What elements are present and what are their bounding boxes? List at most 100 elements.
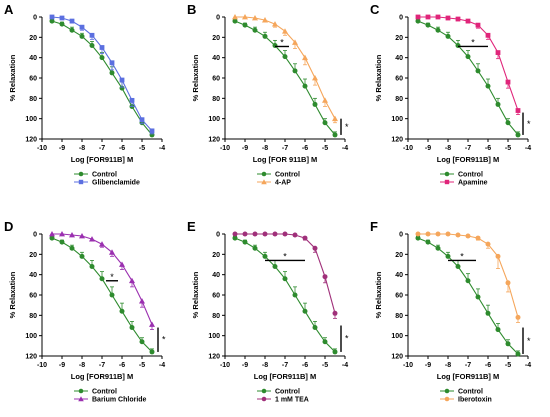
vertical-significance-star: * (527, 119, 531, 129)
y-axis-label: % Relaxation (191, 54, 200, 101)
data-point (415, 14, 421, 20)
data-point (292, 39, 298, 45)
y-tick-label: 120 (25, 137, 37, 144)
data-point (312, 245, 318, 251)
data-point (79, 253, 85, 259)
vertical-significance-star: * (527, 336, 531, 346)
data-point (505, 280, 511, 286)
x-tick-label: -5 (322, 145, 328, 152)
data-point (242, 14, 248, 20)
data-point (415, 235, 421, 241)
y-tick-label: 60 (29, 76, 37, 83)
data-point (242, 231, 248, 237)
data-point (79, 33, 85, 39)
x-axis-label: Log [FOR911B] M (71, 372, 134, 381)
data-point (119, 308, 125, 314)
data-point (425, 239, 431, 245)
x-tick-label: -5 (322, 362, 328, 369)
x-tick-label: -4 (342, 362, 348, 369)
data-point (69, 18, 75, 24)
data-point (282, 28, 288, 34)
data-point (435, 14, 441, 20)
x-tick-label: -7 (465, 362, 471, 369)
series-control (415, 235, 521, 357)
data-point (59, 239, 65, 245)
legend-entry: 1 mM TEA (257, 397, 309, 404)
panel-label: D (4, 219, 13, 234)
data-point (322, 120, 328, 126)
y-tick-label: 100 (391, 333, 403, 340)
y-tick-label: 60 (395, 293, 403, 300)
legend-label: Apamine (458, 180, 488, 187)
data-point (455, 264, 461, 270)
x-tick-label: -9 (59, 145, 65, 152)
data-point (139, 117, 145, 123)
data-point (515, 314, 521, 320)
legend-marker (78, 388, 84, 394)
data-point (322, 339, 328, 345)
data-point (149, 128, 155, 134)
legend-entry: Control (440, 389, 483, 396)
data-point (332, 132, 338, 138)
panel-label: F (370, 219, 378, 234)
x-tick-label: -8 (79, 362, 85, 369)
x-tick-label: -10 (37, 362, 47, 369)
x-tick-label: -4 (159, 362, 165, 369)
legend-marker (78, 179, 84, 185)
data-point (149, 349, 155, 355)
data-point (302, 83, 308, 89)
data-point (312, 101, 318, 107)
x-tick-label: -9 (425, 362, 431, 369)
chart-panel-c: C 0 20 40 60 80 100 120-10 -9 -8 -7 -6 -5 -4 Log [FOR9… (370, 2, 531, 187)
data-point (129, 97, 135, 103)
y-tick-label: 20 (395, 35, 403, 42)
data-point (485, 83, 491, 89)
data-point (89, 236, 95, 242)
y-axis-label: % Relaxation (8, 54, 17, 101)
y-tick-label: 40 (212, 272, 220, 279)
data-point (505, 120, 511, 126)
data-point (495, 253, 501, 259)
y-tick-label: 20 (212, 252, 220, 259)
y-axis-label: % Relaxation (191, 271, 200, 318)
vertical-significance-star: * (345, 334, 349, 344)
series-control (232, 18, 338, 138)
y-tick-label: 80 (29, 313, 37, 320)
data-point (515, 132, 521, 138)
x-tick-label: -7 (99, 362, 105, 369)
series-4-ap (232, 14, 338, 124)
data-point (119, 77, 125, 83)
data-point (252, 27, 258, 33)
legend-entry: Control (74, 389, 117, 396)
data-point (485, 310, 491, 316)
x-tick-label: -5 (505, 145, 511, 152)
y-tick-label: 100 (208, 116, 220, 123)
data-point (139, 298, 145, 304)
data-point (302, 235, 308, 241)
significance-star: * (110, 272, 114, 282)
vertical-significance-star: * (345, 122, 349, 132)
x-tick-label: -9 (425, 145, 431, 152)
legend-label: Control (458, 389, 483, 396)
data-point (515, 108, 521, 113)
legend-label: Glibenclamide (92, 180, 140, 187)
legend-marker (261, 388, 267, 394)
data-point (262, 33, 268, 39)
significance-star: * (283, 251, 287, 261)
x-tick-label: -6 (485, 362, 491, 369)
series-line (418, 16, 519, 111)
x-tick-label: -4 (159, 145, 165, 152)
y-axis-label: % Relaxation (374, 54, 383, 101)
chart-panel-e: E 0 20 40 60 80 100 120-10 -9 -8 -7 -6 -5 -4 Log [FOR9… (187, 219, 349, 404)
data-point (322, 97, 328, 103)
x-tick-label: -5 (139, 145, 145, 152)
legend-marker (78, 171, 84, 177)
legend-entry: Barium Chloride (74, 396, 147, 404)
panel-label: C (370, 2, 380, 17)
legend-label: Iberotoxin (458, 397, 492, 404)
y-tick-label: 60 (212, 76, 220, 83)
data-point (262, 253, 268, 259)
data-point (232, 14, 238, 20)
y-tick-label: 60 (395, 76, 403, 83)
y-axis-label: % Relaxation (8, 271, 17, 318)
